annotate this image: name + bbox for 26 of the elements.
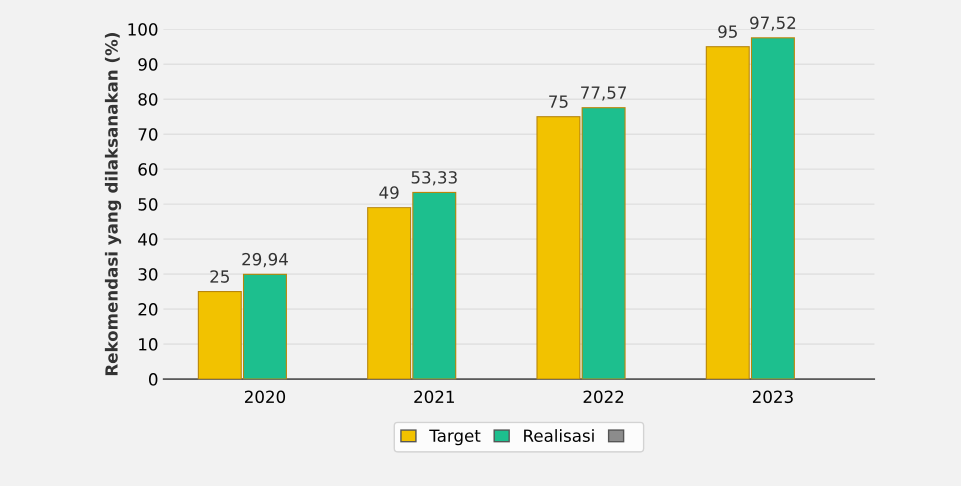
data-label: 25 [210,270,229,283]
y-tick-label: 10 [139,338,158,351]
y-tick-label: 80 [138,93,158,106]
data-label: 77,57 [581,86,626,101]
data-label: 95 [718,25,737,38]
y-tick-label: 70 [138,128,158,141]
y-tick-label: 30 [138,268,158,281]
y-tick-label: 90 [138,58,158,71]
x-tick-label: 2021 [414,390,454,404]
data-label: 53,33 [412,171,457,186]
x-tick-label: 2022 [584,390,624,404]
data-label: 97,52 [750,16,796,31]
x-tick-label: 2023 [752,390,793,404]
x-tick-label: 2020 [244,390,286,404]
y-tick-label: 40 [138,233,158,246]
y-tick-label: 50 [138,198,158,211]
data-label: 29,94 [242,252,288,268]
legend-label: Target [429,430,480,446]
y-axis-title: Rekomendasi yang dilaksanakan (%) [104,33,122,376]
data-label: 49 [379,186,399,199]
y-tick-label: 100 [128,23,158,36]
data-label: 75 [549,95,568,108]
legend-label: Realisasi [524,429,594,442]
y-tick-label: 60 [138,163,158,176]
y-tick-label: 0 [149,373,158,386]
y-tick-label: 20 [138,303,158,316]
